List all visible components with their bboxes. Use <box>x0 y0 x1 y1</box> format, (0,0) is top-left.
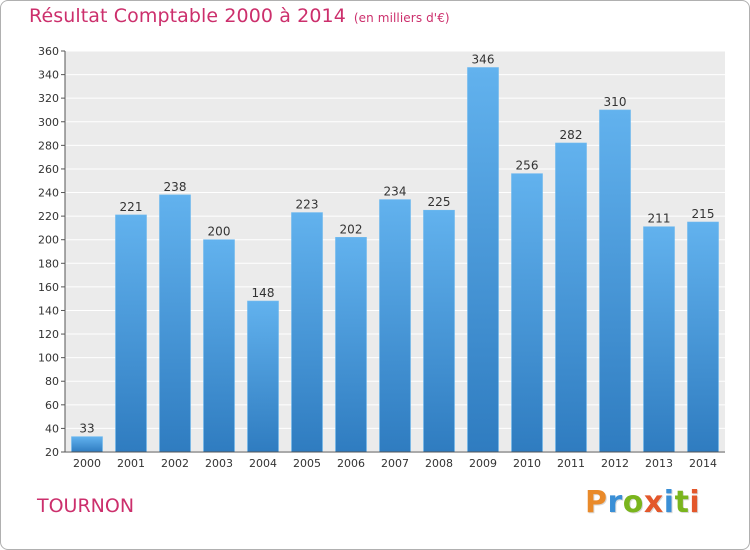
x-tick-label: 2007 <box>381 457 409 470</box>
bar <box>423 209 455 453</box>
bar <box>335 237 367 453</box>
bar <box>203 239 235 453</box>
x-tick-label: 2014 <box>689 457 717 470</box>
bar-value-label: 225 <box>428 195 451 209</box>
bar <box>555 142 587 453</box>
x-tick-label: 2000 <box>73 457 101 470</box>
x-tick-label: 2006 <box>337 457 365 470</box>
y-tick-label: 220 <box>38 210 59 223</box>
bar-value-label: 234 <box>384 185 407 199</box>
y-tick-label: 140 <box>38 304 59 317</box>
bar-value-label: 202 <box>340 222 363 236</box>
bar <box>687 221 719 453</box>
logo-letter: i <box>663 485 675 520</box>
bar-value-label: 221 <box>120 200 143 214</box>
logo-letter: r <box>607 485 623 520</box>
y-tick-label: 260 <box>38 163 59 176</box>
bar <box>115 214 147 453</box>
y-tick-label: 60 <box>45 399 59 412</box>
bar <box>643 226 675 453</box>
x-tick-label: 2008 <box>425 457 453 470</box>
logo-letter: i <box>689 485 701 520</box>
bar-value-label: 148 <box>252 286 275 300</box>
y-tick-label: 340 <box>38 69 59 82</box>
bar <box>247 300 279 453</box>
x-tick-label: 2005 <box>293 457 321 470</box>
bar-value-label: 310 <box>604 95 627 109</box>
y-tick-label: 280 <box>38 139 59 152</box>
proxiti-logo[interactable]: Proxiti <box>585 485 700 520</box>
bar <box>159 194 191 453</box>
x-tick-label: 2002 <box>161 457 189 470</box>
bar-value-label: 282 <box>560 128 583 142</box>
x-tick-label: 2012 <box>601 457 629 470</box>
x-tick-label: 2009 <box>469 457 497 470</box>
bar-value-label: 211 <box>648 212 671 226</box>
chart-title-text: Résultat Comptable 2000 à 2014 <box>29 5 346 27</box>
y-tick-label: 300 <box>38 116 59 129</box>
bar <box>467 67 499 453</box>
chart-unit: (en milliers d'€) <box>353 11 450 25</box>
x-axis-ticks: 2000 2001 2002 2003 2004 2005 2006 2007 2008 2009… <box>73 457 717 470</box>
bar <box>291 212 323 453</box>
data-labels: 33 221 238 200 148 223 202 234 225 346 256 282 310 21… <box>79 53 714 436</box>
y-tick-label: 100 <box>38 352 59 365</box>
bars <box>71 67 719 453</box>
x-tick-label: 2013 <box>645 457 673 470</box>
y-tick-label: 20 <box>45 446 59 459</box>
y-tick-label: 200 <box>38 234 59 247</box>
bar-value-label: 215 <box>692 207 715 221</box>
bar-value-label: 256 <box>516 159 539 173</box>
bar-value-label: 238 <box>164 180 187 194</box>
y-tick-label: 80 <box>45 375 59 388</box>
x-tick-label: 2003 <box>205 457 233 470</box>
bar-value-label: 346 <box>472 53 495 67</box>
bar <box>71 436 103 453</box>
y-tick-label: 240 <box>38 187 59 200</box>
logo-letter: x <box>643 485 664 520</box>
bar <box>599 109 631 453</box>
x-tick-label: 2010 <box>513 457 541 470</box>
logo-letter: P <box>585 485 608 520</box>
x-tick-label: 2001 <box>117 457 145 470</box>
bar-value-label: 200 <box>208 225 231 239</box>
bar-value-label: 223 <box>296 198 319 212</box>
bar <box>511 173 543 453</box>
bar-value-label: 33 <box>79 422 94 436</box>
logo-letter: o <box>622 485 644 520</box>
y-tick-label: 160 <box>38 281 59 294</box>
y-tick-label: 320 <box>38 92 59 105</box>
logo-letter: t <box>674 485 690 520</box>
y-axis-ticks: 20 40 60 80 100 120 140 160 180 200 220 240 260 280 30… <box>38 45 65 459</box>
chart-title: Résultat Comptable 2000 à 2014 (en millie… <box>29 5 450 27</box>
x-tick-label: 2004 <box>249 457 277 470</box>
y-tick-label: 120 <box>38 328 59 341</box>
bar <box>379 199 411 453</box>
y-tick-label: 40 <box>45 422 59 435</box>
commune-name: TOURNON <box>37 495 135 517</box>
y-tick-label: 360 <box>38 45 59 58</box>
x-tick-label: 2011 <box>557 457 585 470</box>
y-tick-label: 180 <box>38 257 59 270</box>
